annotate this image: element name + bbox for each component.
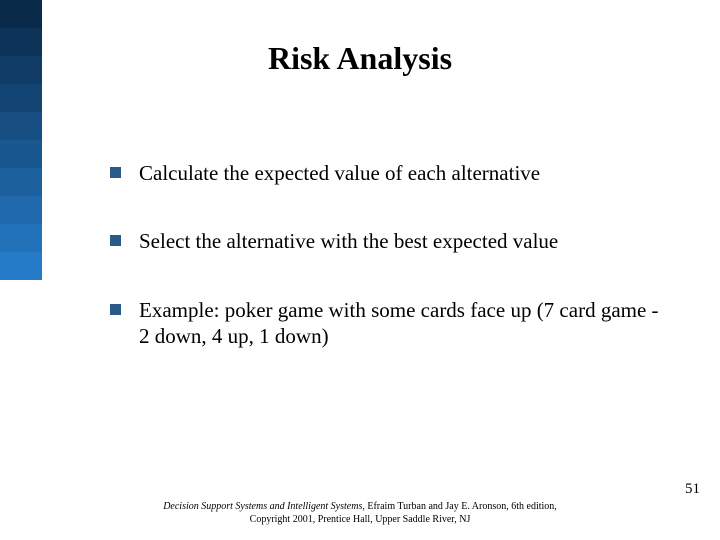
slide-title: Risk Analysis [0, 40, 720, 77]
bullet-item: Calculate the expected value of each alt… [110, 160, 670, 186]
side-block [0, 84, 42, 112]
side-gradient-bar [0, 0, 42, 540]
side-block [0, 224, 42, 252]
side-block [0, 112, 42, 140]
footer-line2: Copyright 2001, Prentice Hall, Upper Sad… [250, 514, 471, 525]
page-number: 51 [685, 481, 700, 498]
bullet-item: Example: poker game with some cards face… [110, 297, 670, 350]
bullet-list: Calculate the expected value of each alt… [110, 160, 670, 391]
side-block [0, 196, 42, 224]
footer-italic: Decision Support Systems and Intelligent… [163, 501, 362, 512]
footer-citation: Decision Support Systems and Intelligent… [0, 501, 720, 526]
bullet-square-icon [110, 304, 121, 315]
side-block [0, 168, 42, 196]
bullet-text: Calculate the expected value of each alt… [139, 160, 540, 186]
bullet-square-icon [110, 167, 121, 178]
side-block [0, 0, 42, 28]
bullet-text: Select the alternative with the best exp… [139, 228, 558, 254]
side-block [0, 252, 42, 280]
side-block [0, 140, 42, 168]
bullet-square-icon [110, 235, 121, 246]
bullet-text: Example: poker game with some cards face… [139, 297, 670, 350]
footer-rest1: , Efraim Turban and Jay E. Aronson, 6th … [362, 501, 556, 512]
bullet-item: Select the alternative with the best exp… [110, 228, 670, 254]
